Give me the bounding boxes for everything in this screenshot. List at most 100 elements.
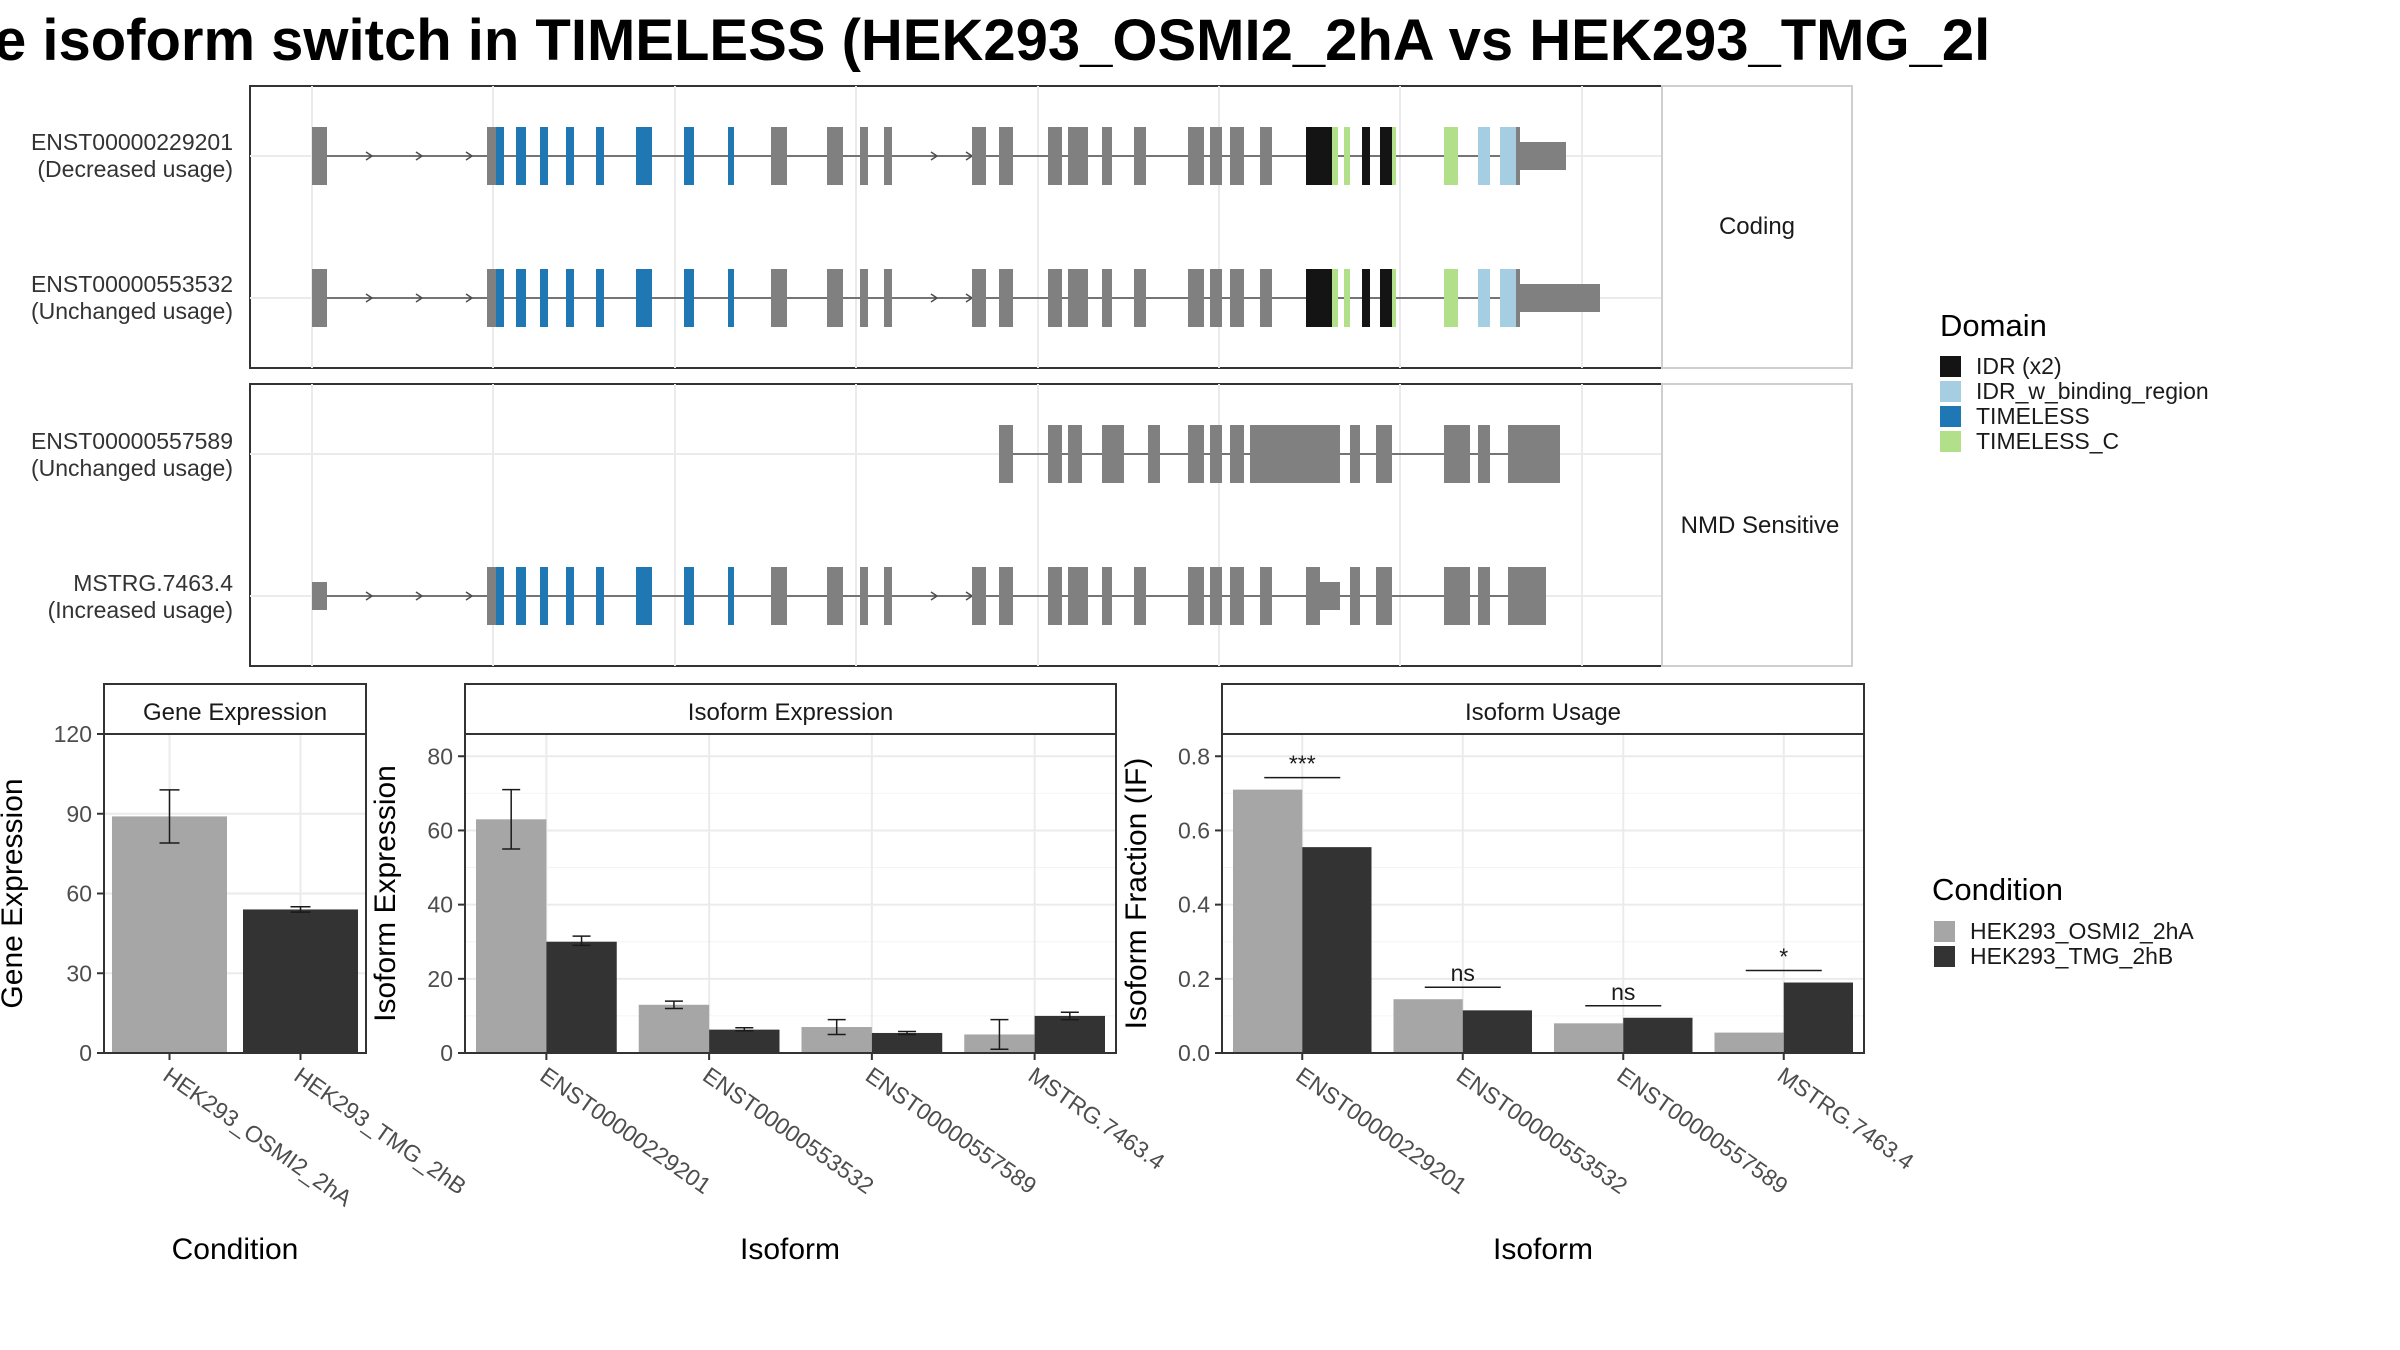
y-axis-title: Isoform Expression: [369, 765, 402, 1022]
coding-exon: [1102, 127, 1112, 185]
strand-arrow: [930, 591, 939, 601]
coding-exon: [827, 127, 843, 185]
coding-exon: [771, 269, 787, 327]
isoform-label-usage: (Decreased usage): [37, 156, 233, 182]
chart-title: Gene Expression: [143, 699, 327, 726]
bar: [709, 1029, 780, 1053]
legend-swatch: [1940, 406, 1961, 427]
coding-exon: [1230, 425, 1244, 483]
coding-facet-label: Coding: [1719, 213, 1795, 240]
coding-exon: [1230, 127, 1244, 185]
isoform-usage-chart: Isoform Usage 0.0 0.2 0.4 0.6 0.8 *** ENST00000…: [1120, 683, 1919, 1266]
error-bar: [735, 1027, 754, 1032]
coding-exon: [771, 567, 787, 625]
coding-exon: [1306, 567, 1320, 625]
x-tick-label: ENST00000229201: [536, 1062, 716, 1199]
coding-exon: [1508, 425, 1560, 483]
chart-border: [464, 733, 1117, 1054]
bar: [1554, 1023, 1624, 1053]
isoform-expression-chart: Isoform Expression 0 20 40 60 80 ENST000002292…: [369, 683, 1170, 1266]
domain-block: [566, 127, 574, 185]
domain-block: [636, 127, 652, 185]
coding-exon: [1210, 425, 1222, 483]
coding-exon: [1478, 425, 1490, 483]
coding-exon: [884, 127, 892, 185]
coding-exon: [1068, 567, 1088, 625]
legend-label: IDR (x2): [1976, 353, 2062, 379]
x-tick-label: ENST00000553532: [698, 1062, 878, 1199]
coding-exon: [1210, 127, 1222, 185]
utr-exon: [1320, 582, 1340, 610]
coding-exon: [1260, 127, 1272, 185]
domain-block: [566, 269, 574, 327]
figure-title: e isoform switch in TIMELESS (HEK293_OSM…: [0, 8, 1990, 73]
utr-exon: [1520, 284, 1600, 312]
legend-swatch: [1940, 431, 1961, 452]
legend-label: HEK293_TMG_2hB: [1970, 943, 2173, 969]
domain-block: [684, 127, 694, 185]
coding-exon: [487, 127, 496, 185]
y-tick-label: 0: [79, 1040, 92, 1066]
y-tick-label: 90: [66, 801, 92, 827]
y-tick-label: 0.6: [1178, 817, 1210, 843]
significance-label: ***: [1289, 751, 1316, 777]
nmd-panel-border: [249, 383, 1663, 667]
strand-arrow: [415, 293, 424, 303]
legend-swatch: [1934, 946, 1955, 967]
x-tick-label: ENST00000557589: [1612, 1062, 1792, 1199]
coding-exon: [1444, 567, 1470, 625]
strand-arrow: [930, 293, 939, 303]
coding-exon: [1188, 269, 1204, 327]
coding-exon: [860, 269, 868, 327]
x-tick-label: MSTRG.7463.4: [1024, 1062, 1170, 1175]
error-bar: [159, 789, 180, 844]
coding-exon: [487, 567, 496, 625]
domain-block: [596, 127, 604, 185]
coding-exon: [1444, 425, 1470, 483]
bar: [476, 819, 547, 1053]
bar: [1462, 1010, 1532, 1053]
nmd-facet-strip: [1661, 383, 1853, 667]
domain-block: [1380, 127, 1392, 185]
y-tick-label: 60: [66, 881, 92, 907]
x-tick-label: ENST00000557589: [861, 1062, 1041, 1199]
coding-exon: [1376, 425, 1392, 483]
coding-exon: [1048, 425, 1062, 483]
coding-facet-strip: [1661, 85, 1853, 369]
strand-arrow: [415, 151, 424, 161]
coding-exon: [1148, 425, 1160, 483]
error-bar: [990, 1018, 1009, 1051]
coding-exon: [999, 425, 1013, 483]
isoform-label-id: ENST00000557589: [31, 428, 233, 454]
transcript-model: [999, 425, 1560, 483]
x-axis-title: Isoform: [1493, 1233, 1593, 1266]
domain-block: [1444, 127, 1458, 185]
x-axis-title: Condition: [172, 1233, 299, 1266]
bar: [1302, 847, 1372, 1053]
y-tick-label: 120: [54, 721, 92, 747]
coding-exon: [860, 567, 868, 625]
condition-legend-title: Condition: [1932, 872, 2063, 907]
coding-exon: [1210, 269, 1222, 327]
coding-exon: [1134, 269, 1146, 327]
domain-block: [540, 567, 548, 625]
bar: [1783, 982, 1853, 1053]
y-tick-label: 0.8: [1178, 743, 1210, 769]
coding-exon: [884, 269, 892, 327]
coding-exon: [1068, 425, 1082, 483]
nmd-panel: NMD Sensitive ENST00000557589 (Unchanged…: [31, 383, 1853, 667]
coding-exon: [1188, 127, 1204, 185]
x-tick-label: ENST00000229201: [1291, 1062, 1471, 1199]
coding-exon: [1210, 567, 1222, 625]
bar: [871, 1032, 943, 1053]
coding-exon: [1102, 425, 1112, 483]
domain-block: [636, 567, 652, 625]
strand-arrow: [465, 151, 474, 161]
legend-swatch: [1934, 921, 1955, 942]
facet-strip: [103, 683, 367, 735]
chart-border: [1221, 733, 1865, 1054]
x-tick-label: MSTRG.7463.4: [1773, 1062, 1919, 1175]
significance-label: ns: [1451, 960, 1475, 986]
